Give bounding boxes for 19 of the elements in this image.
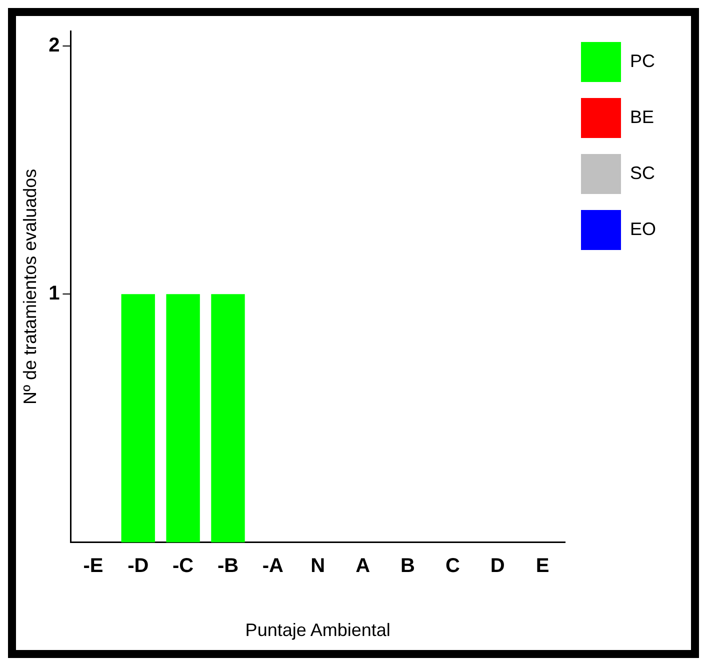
legend-label: PC <box>630 50 656 71</box>
legend-label: SC <box>630 162 656 183</box>
y-tick-label: 1 <box>48 282 60 305</box>
x-tick-label: B <box>400 554 415 577</box>
legend-label: BE <box>630 106 654 127</box>
x-tick-label: N <box>310 554 326 577</box>
legend-label: EO <box>630 218 656 239</box>
x-tick-label: E <box>536 554 550 577</box>
x-tick-label: -C <box>172 554 194 577</box>
x-tick-label: -D <box>128 554 149 577</box>
y-tick-label: 2 <box>48 34 60 56</box>
x-tick-label: -E <box>83 554 104 577</box>
x-tick-label: D <box>490 554 505 577</box>
x-axis-title: Puntaje Ambiental <box>245 620 390 640</box>
y-axis-title: Nº de tratamientos evaluados <box>20 168 40 405</box>
x-tick-label: A <box>356 554 370 577</box>
x-tick-label: -B <box>217 554 239 577</box>
x-tick-label: -A <box>262 554 284 577</box>
x-tick-label: C <box>445 554 460 577</box>
